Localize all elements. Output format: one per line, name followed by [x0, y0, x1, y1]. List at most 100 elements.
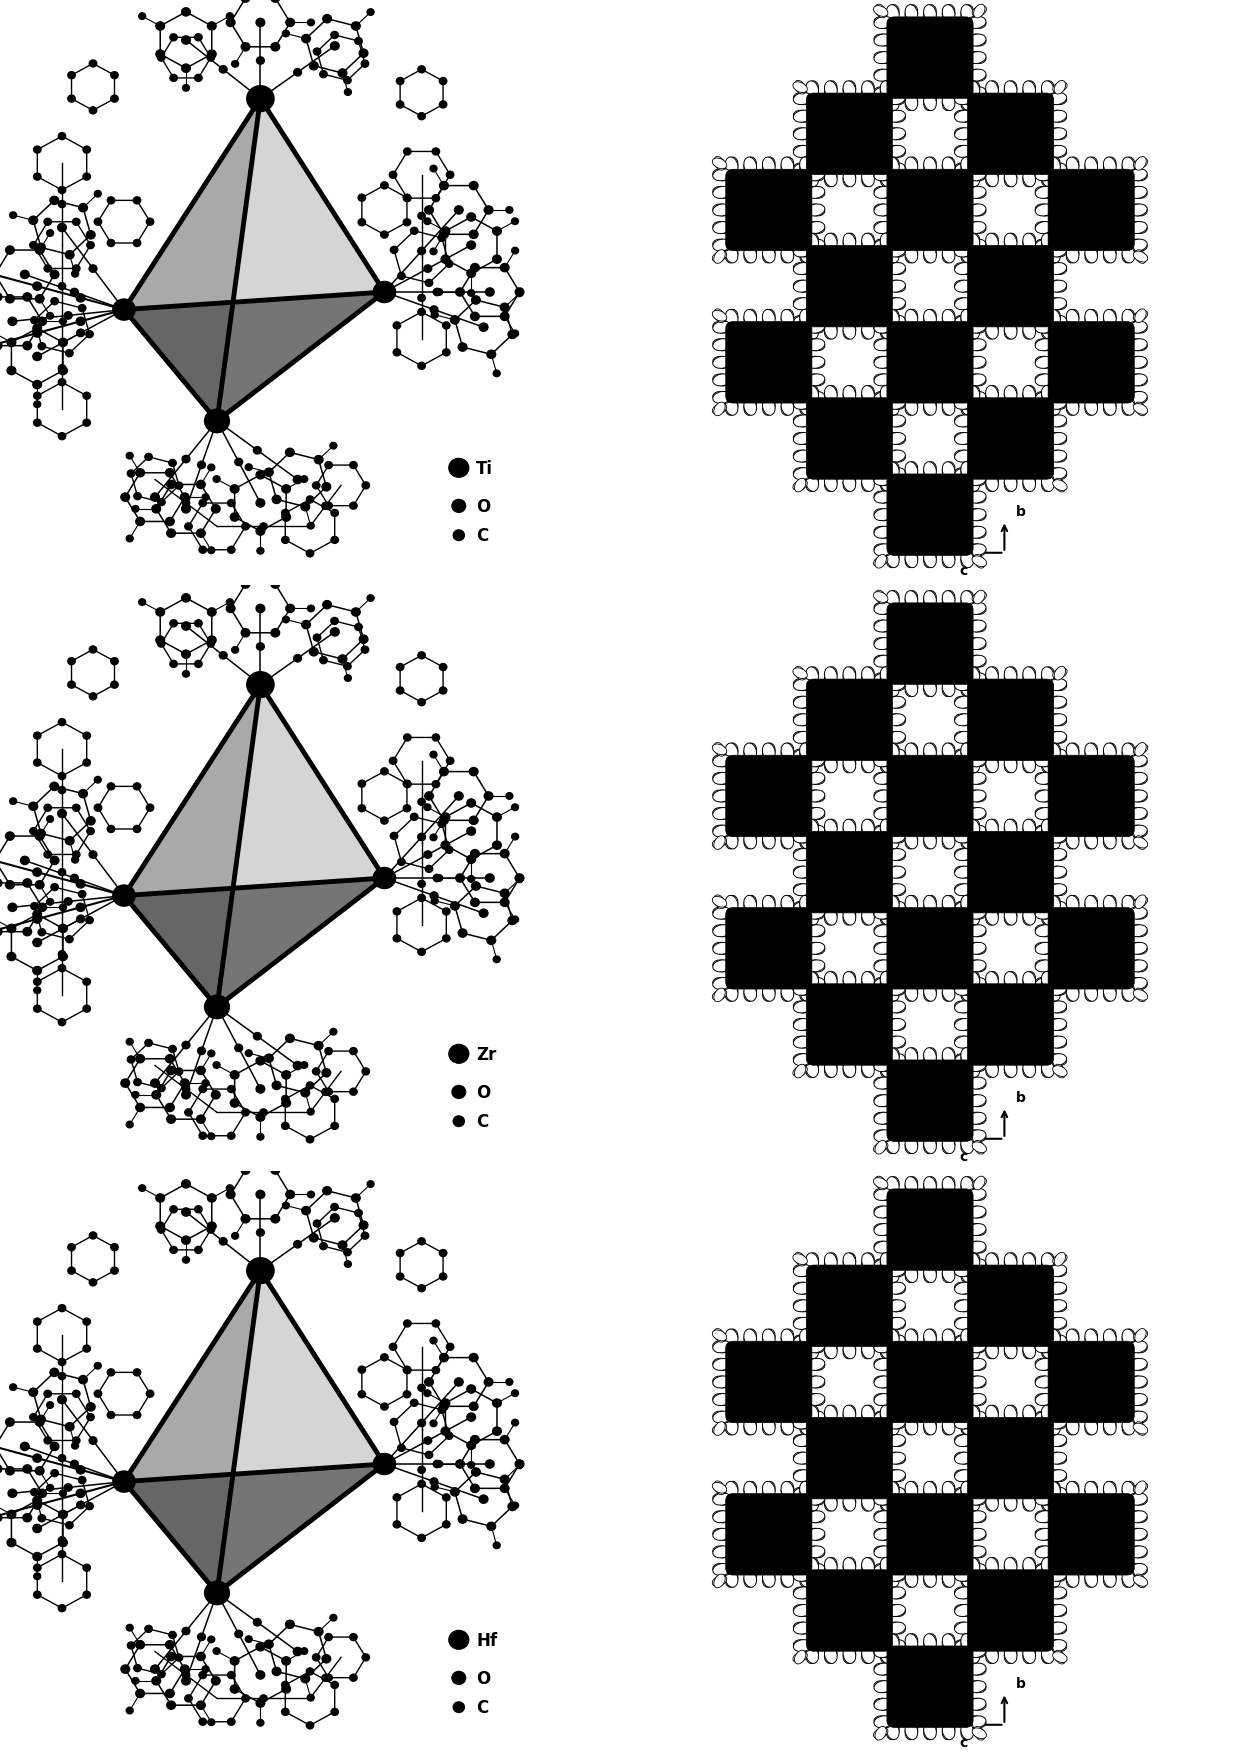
Ellipse shape — [806, 826, 825, 838]
Circle shape — [38, 318, 47, 327]
Ellipse shape — [1035, 188, 1054, 199]
Ellipse shape — [1048, 743, 1060, 761]
Ellipse shape — [1122, 311, 1135, 327]
Ellipse shape — [986, 474, 998, 492]
Ellipse shape — [967, 908, 986, 919]
Ellipse shape — [825, 1406, 837, 1423]
Ellipse shape — [806, 1546, 825, 1558]
FancyBboxPatch shape — [806, 831, 893, 914]
Ellipse shape — [1128, 773, 1147, 785]
Ellipse shape — [954, 668, 968, 680]
Ellipse shape — [955, 1471, 973, 1481]
Ellipse shape — [1128, 944, 1147, 954]
Ellipse shape — [825, 170, 837, 188]
Ellipse shape — [806, 944, 825, 954]
Ellipse shape — [874, 1681, 893, 1692]
Ellipse shape — [887, 1488, 905, 1499]
Ellipse shape — [961, 552, 973, 568]
Ellipse shape — [1035, 1511, 1054, 1523]
Ellipse shape — [892, 668, 906, 680]
Ellipse shape — [955, 1569, 973, 1581]
Circle shape — [185, 524, 192, 531]
Circle shape — [471, 1435, 479, 1444]
Ellipse shape — [1034, 989, 1049, 1001]
Ellipse shape — [893, 1253, 904, 1267]
Circle shape — [198, 546, 206, 553]
Ellipse shape — [794, 128, 812, 141]
Ellipse shape — [825, 668, 837, 685]
Ellipse shape — [905, 95, 918, 111]
Ellipse shape — [862, 1342, 874, 1358]
Ellipse shape — [905, 311, 918, 327]
Ellipse shape — [875, 402, 887, 416]
Ellipse shape — [800, 399, 812, 416]
Ellipse shape — [1004, 756, 1017, 773]
Ellipse shape — [955, 264, 973, 276]
Ellipse shape — [887, 984, 899, 1001]
Ellipse shape — [942, 1634, 955, 1652]
Ellipse shape — [1048, 901, 1066, 914]
Ellipse shape — [986, 1061, 998, 1077]
Ellipse shape — [905, 246, 918, 264]
Ellipse shape — [843, 756, 856, 773]
Ellipse shape — [887, 264, 905, 276]
Ellipse shape — [812, 1574, 823, 1588]
Ellipse shape — [1023, 170, 1035, 188]
Ellipse shape — [955, 901, 973, 914]
Ellipse shape — [806, 1529, 825, 1541]
Circle shape — [185, 1696, 192, 1703]
Ellipse shape — [954, 387, 968, 399]
Ellipse shape — [887, 866, 905, 878]
Circle shape — [512, 330, 518, 337]
Ellipse shape — [961, 462, 973, 480]
Ellipse shape — [862, 821, 874, 836]
Ellipse shape — [1035, 241, 1054, 251]
Ellipse shape — [967, 339, 986, 351]
Circle shape — [501, 1435, 510, 1444]
Circle shape — [198, 1718, 206, 1725]
Ellipse shape — [955, 1488, 973, 1499]
Ellipse shape — [792, 83, 807, 93]
Ellipse shape — [874, 170, 893, 181]
Circle shape — [139, 599, 145, 606]
Circle shape — [33, 1005, 41, 1012]
Ellipse shape — [713, 357, 732, 369]
Ellipse shape — [806, 791, 825, 803]
Ellipse shape — [1053, 1254, 1068, 1265]
Circle shape — [58, 1305, 66, 1312]
Circle shape — [484, 1377, 494, 1386]
Ellipse shape — [880, 1406, 893, 1423]
Ellipse shape — [1054, 1346, 1065, 1360]
Ellipse shape — [812, 1328, 823, 1342]
Circle shape — [232, 647, 238, 654]
Ellipse shape — [794, 831, 812, 843]
Circle shape — [351, 23, 360, 32]
Ellipse shape — [811, 745, 826, 756]
Circle shape — [449, 1045, 469, 1063]
Ellipse shape — [893, 1499, 904, 1511]
Circle shape — [451, 1671, 466, 1685]
Ellipse shape — [967, 791, 986, 803]
Circle shape — [492, 228, 501, 235]
Ellipse shape — [1037, 158, 1048, 170]
Ellipse shape — [955, 1488, 973, 1499]
Ellipse shape — [1048, 1571, 1060, 1587]
Circle shape — [445, 1432, 453, 1439]
Ellipse shape — [825, 756, 837, 773]
Ellipse shape — [874, 392, 893, 404]
Circle shape — [151, 1676, 161, 1685]
Ellipse shape — [924, 984, 936, 1001]
Ellipse shape — [843, 668, 856, 685]
Circle shape — [247, 1258, 274, 1284]
Ellipse shape — [955, 1283, 973, 1295]
Circle shape — [58, 1604, 66, 1611]
Ellipse shape — [1122, 399, 1135, 416]
Ellipse shape — [1048, 1435, 1066, 1446]
Ellipse shape — [800, 896, 812, 914]
Ellipse shape — [880, 170, 893, 188]
Ellipse shape — [905, 95, 918, 111]
Ellipse shape — [942, 311, 955, 327]
Ellipse shape — [1042, 668, 1054, 685]
Ellipse shape — [712, 838, 727, 849]
Ellipse shape — [744, 743, 756, 761]
